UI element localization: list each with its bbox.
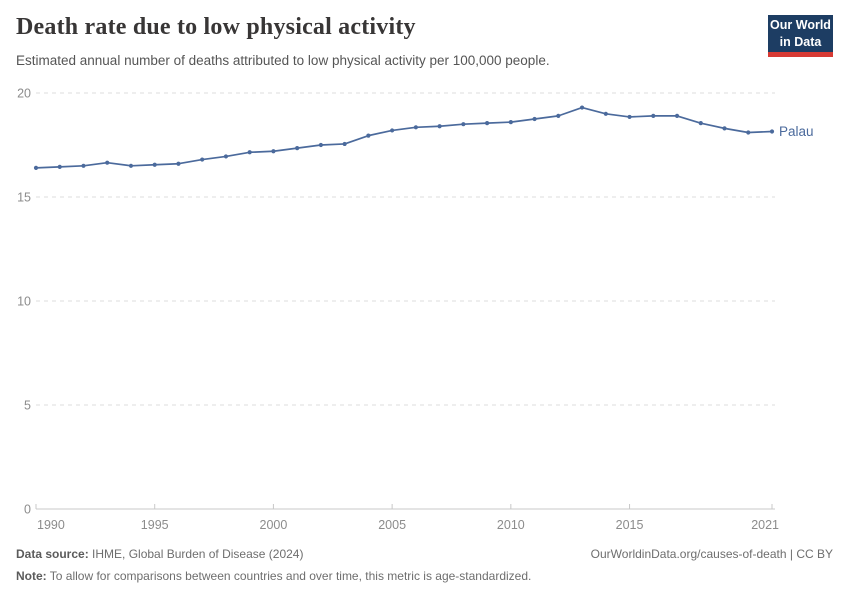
y-tick-label: 15: [17, 191, 31, 205]
data-point[interactable]: [437, 124, 442, 129]
data-point[interactable]: [627, 114, 632, 120]
data-point[interactable]: [484, 121, 490, 126]
data-point[interactable]: [674, 113, 680, 118]
data-point[interactable]: [128, 163, 134, 168]
data-point[interactable]: [769, 129, 775, 134]
data-point[interactable]: [295, 146, 300, 151]
chart-footer: Data source: IHME, Global Burden of Dise…: [16, 547, 834, 583]
chart-subtitle: Estimated annual number of deaths attrib…: [16, 53, 550, 68]
data-point[interactable]: [247, 150, 252, 155]
data-point[interactable]: [223, 154, 229, 159]
x-tick-label: 2010: [497, 518, 525, 532]
x-tick-label: 1990: [37, 518, 65, 532]
data-source-text: Data source: IHME, Global Burden of Dise…: [16, 547, 304, 561]
data-point[interactable]: [271, 149, 276, 154]
data-point[interactable]: [556, 113, 561, 118]
data-point[interactable]: [33, 165, 39, 170]
owid-link[interactable]: OurWorldinData.org/causes-of-death | CC …: [590, 547, 833, 561]
data-point[interactable]: [651, 113, 656, 118]
data-point[interactable]: [461, 122, 466, 127]
x-tick-label: 2015: [616, 518, 644, 532]
y-tick-label: 10: [17, 295, 31, 309]
data-point[interactable]: [200, 157, 205, 162]
data-point[interactable]: [318, 142, 324, 148]
data-point[interactable]: [57, 164, 62, 169]
data-point[interactable]: [105, 160, 110, 165]
data-point[interactable]: [698, 121, 703, 126]
data-point[interactable]: [532, 116, 537, 122]
data-point[interactable]: [366, 133, 371, 138]
x-tick-label: 2021: [751, 518, 779, 532]
data-point[interactable]: [176, 161, 181, 166]
owid-logo-line2: in Data: [779, 34, 822, 49]
page-title: Death rate due to low physical activity: [16, 14, 416, 40]
x-tick-label: 1995: [141, 518, 169, 532]
note-label: Note:: [16, 569, 47, 583]
data-point[interactable]: [722, 126, 727, 131]
x-tick-label: 2005: [378, 518, 406, 532]
owid-logo-line1: Our World: [770, 18, 831, 33]
x-tick-label: 2000: [260, 518, 288, 532]
series-line: [35, 106, 773, 169]
data-point[interactable]: [390, 128, 395, 133]
y-tick-label: 20: [17, 87, 31, 101]
data-point[interactable]: [508, 120, 513, 125]
data-point[interactable]: [81, 163, 86, 168]
data-point[interactable]: [342, 141, 347, 147]
data-point[interactable]: [746, 130, 751, 135]
y-tick-label: 0: [24, 503, 31, 517]
line-chart: 0 5 10 15 20 1990 1995 2000 2005 2010 2015 2021 Pala…: [17, 87, 814, 533]
data-point[interactable]: [152, 162, 157, 167]
owid-logo[interactable]: Our World in Data: [768, 15, 833, 52]
data-source-label: Data source:: [16, 547, 89, 561]
y-tick-label: 5: [24, 399, 31, 413]
owid-logo-accent-bar: [768, 52, 833, 57]
data-point[interactable]: [603, 111, 608, 116]
data-point[interactable]: [579, 105, 585, 110]
note-text: Note: To allow for comparisons between c…: [16, 569, 532, 583]
data-point[interactable]: [413, 125, 418, 130]
series-label: Palau: [779, 124, 814, 139]
